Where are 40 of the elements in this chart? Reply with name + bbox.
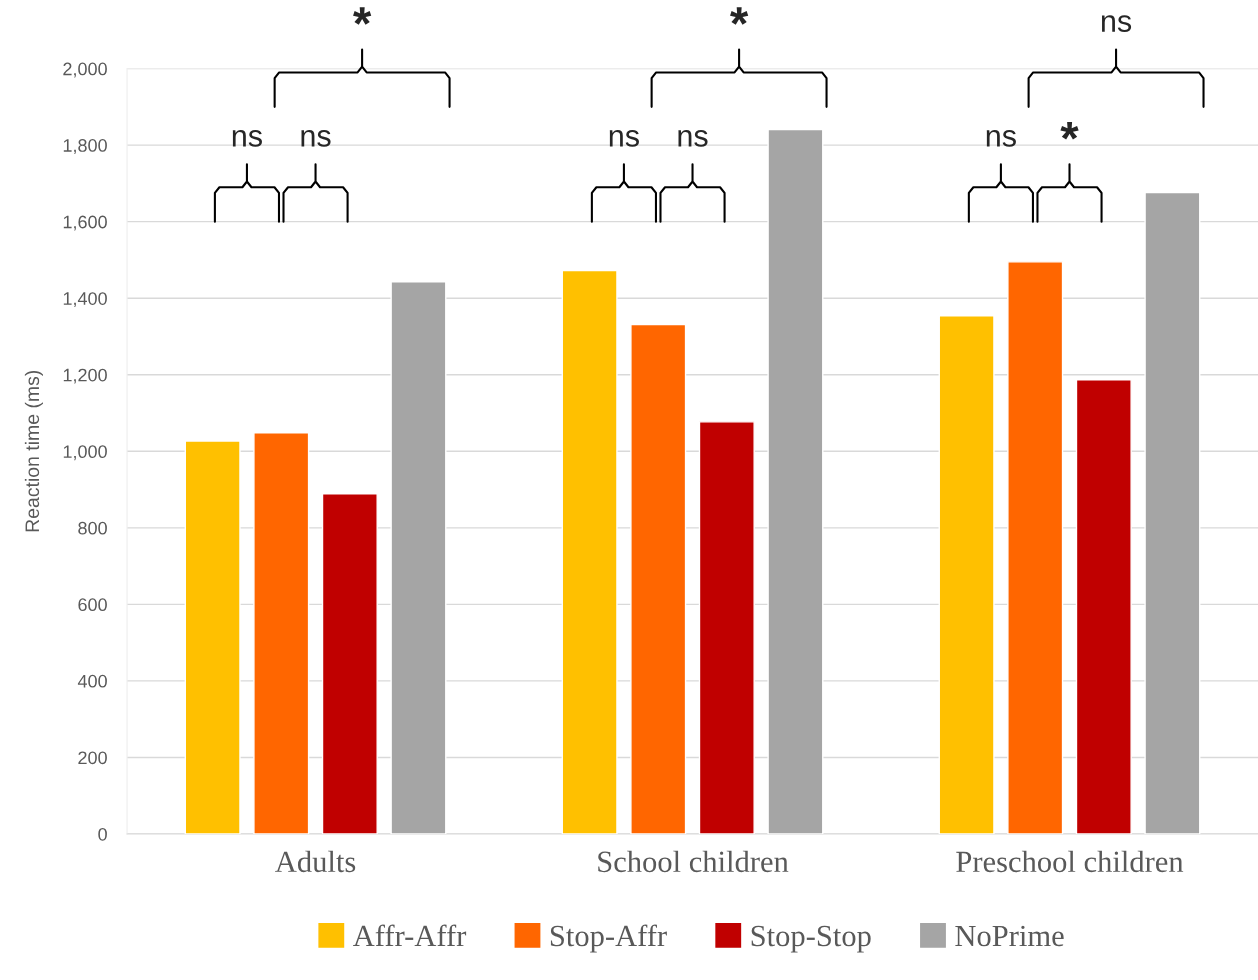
- legend-label: NoPrime: [955, 925, 1064, 947]
- x-tick-label: Preschool children: [956, 850, 1184, 873]
- y-tick-label: 800: [78, 521, 107, 535]
- text: *: [730, 7, 749, 25]
- y-tick-label: 1,400: [63, 292, 107, 308]
- y-tick-label: 600: [78, 598, 107, 612]
- bar: [390, 281, 447, 834]
- legend-label: Stop-Stop: [751, 925, 871, 953]
- y-tick-label: 400: [77, 674, 107, 688]
- text: ns: [1101, 15, 1132, 32]
- annotation: ns: [609, 130, 639, 147]
- bar: [253, 432, 310, 834]
- bar: [630, 323, 687, 834]
- annotation: *: [1060, 121, 1079, 140]
- y-tick-label: 1,600: [63, 215, 107, 231]
- bar: [767, 128, 824, 834]
- bar: [1007, 261, 1064, 834]
- annotation: ns: [232, 130, 262, 147]
- y-tick-label: 1,000: [63, 445, 107, 461]
- bar: [938, 315, 995, 834]
- y-tick-label: 1,200: [63, 368, 107, 384]
- y-tick-label: 0: [98, 827, 107, 841]
- y-tick-label: 2,000: [63, 62, 107, 78]
- bar: [561, 269, 618, 834]
- y-tick-label: 200: [78, 751, 107, 765]
- annotation: ns: [301, 130, 331, 147]
- annotation: ns: [986, 130, 1016, 147]
- bar: [1075, 379, 1132, 834]
- text: *: [353, 7, 372, 25]
- x-tick-label: School children: [598, 850, 789, 873]
- bar: [1144, 191, 1201, 834]
- annotation: ns: [678, 130, 708, 147]
- bar: [698, 421, 755, 834]
- y-tick-label: 1,800: [63, 139, 107, 154]
- bar: [321, 493, 378, 834]
- legend-label: Affr-Affr: [353, 924, 467, 946]
- x-tick-label: Adults: [275, 850, 356, 873]
- legend-label: Stop-Affr: [550, 924, 667, 953]
- y-axis-title: Reaction time (ms): [24, 370, 43, 532]
- bar: [184, 440, 241, 834]
